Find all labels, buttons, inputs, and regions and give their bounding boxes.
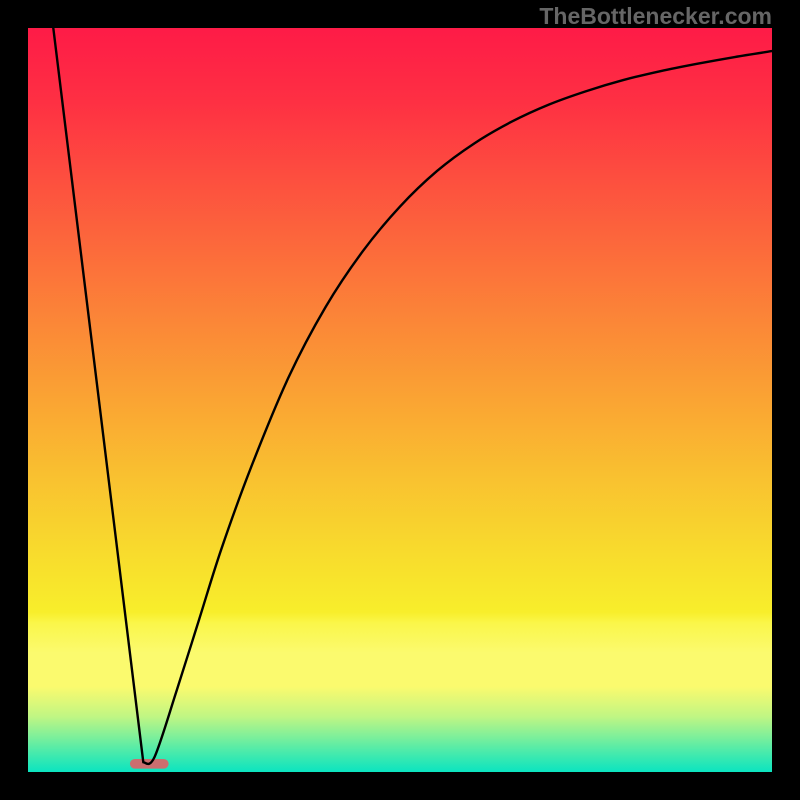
- chart-container: TheBottlenecker.com: [0, 0, 800, 800]
- chart-svg: [28, 28, 772, 772]
- plot-area: [28, 28, 772, 772]
- gradient-background: [28, 28, 772, 772]
- watermark-text: TheBottlenecker.com: [539, 3, 772, 30]
